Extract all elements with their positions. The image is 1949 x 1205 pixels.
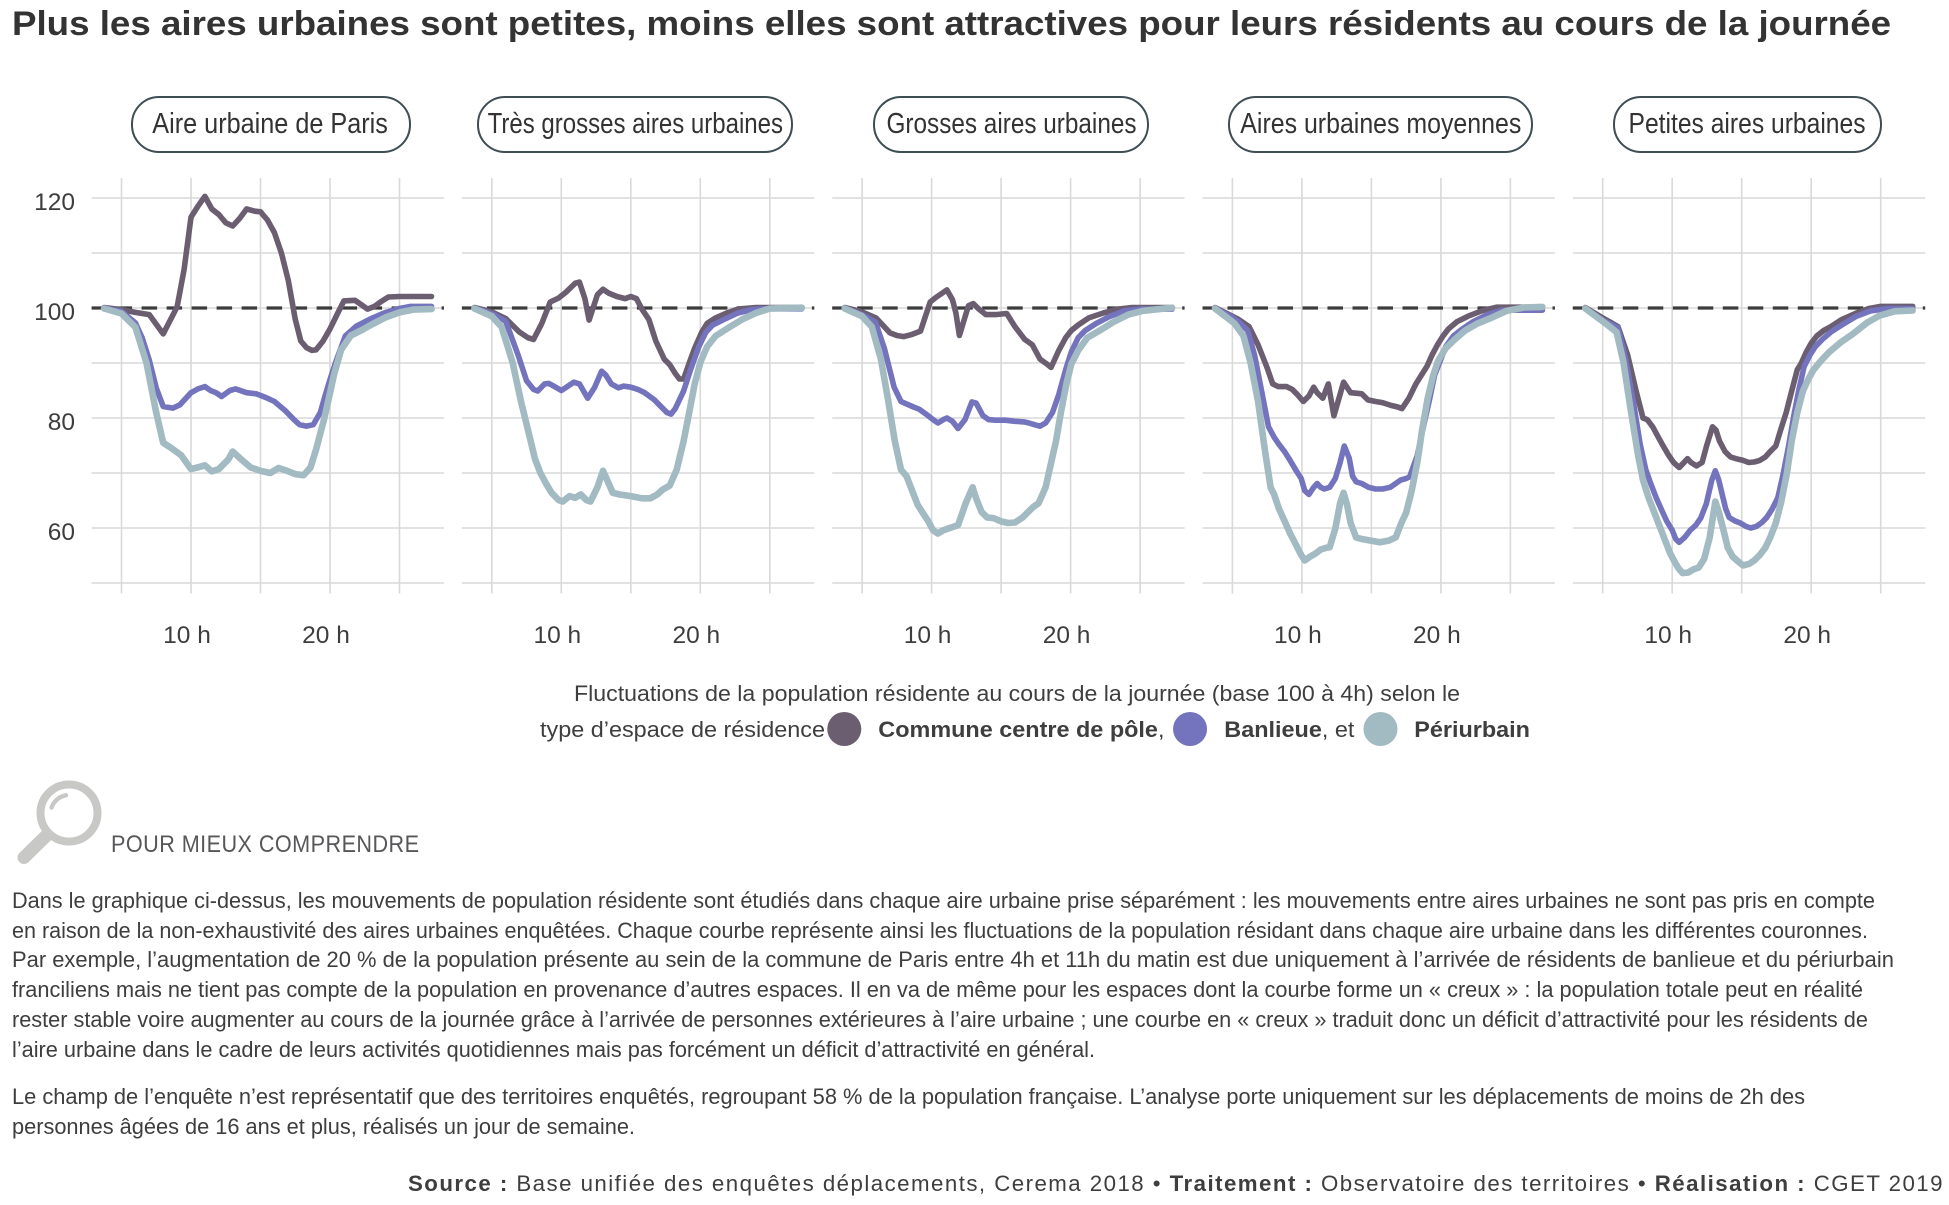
svg-text:60: 60 [48,519,75,546]
svg-text:20 h: 20 h [1043,622,1091,649]
svg-text:10 h: 10 h [163,622,211,649]
svg-text:20 h: 20 h [1783,622,1831,649]
svg-text:10 h: 10 h [533,622,581,649]
svg-text:20 h: 20 h [1413,622,1461,649]
svg-text:10 h: 10 h [1274,622,1322,649]
svg-text:80: 80 [48,409,75,436]
svg-text:120: 120 [34,189,75,216]
svg-text:20 h: 20 h [672,622,720,649]
svg-text:10 h: 10 h [1644,622,1692,649]
svg-text:20 h: 20 h [302,622,350,649]
svg-text:100: 100 [34,299,75,326]
svg-text:10 h: 10 h [904,622,952,649]
